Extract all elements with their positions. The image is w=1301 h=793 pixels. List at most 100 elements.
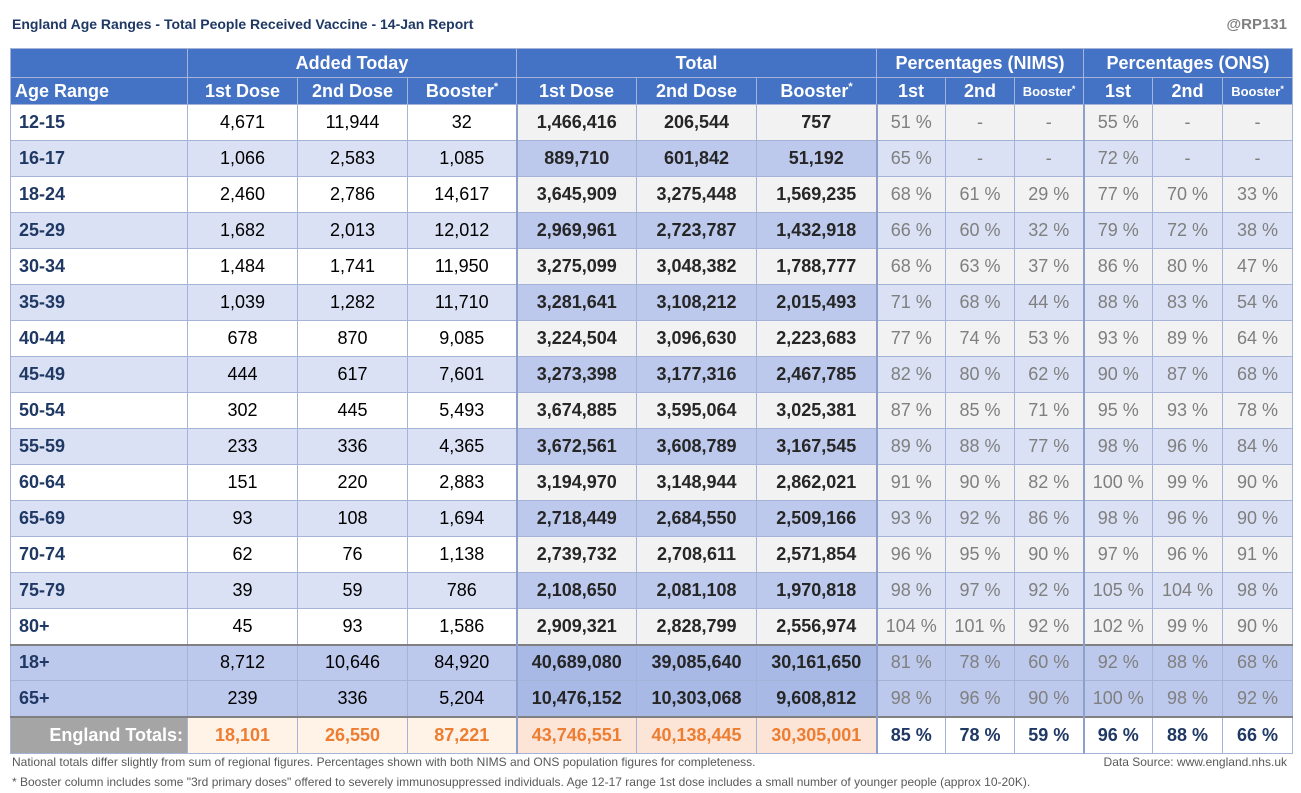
- cell-ons-2nd: 96 %: [1152, 500, 1224, 537]
- cell-ons-2nd: 104 %: [1152, 572, 1224, 609]
- cell-age: 70-74: [10, 536, 188, 573]
- cell-total-booster: 2,223,683: [755, 320, 878, 357]
- england-totals-row: England Totals: 18,101 26,550 87,221 43,…: [10, 715, 1294, 754]
- cell-age: 80+: [10, 608, 188, 645]
- cell-total-booster: 2,467,785: [755, 356, 878, 393]
- cell-age: 25-29: [10, 212, 188, 249]
- header-blank: [10, 48, 188, 78]
- booster-asterisk: *: [848, 80, 853, 93]
- cell-ons-1st: 95 %: [1082, 392, 1154, 429]
- cell-total-1st: 889,710: [515, 140, 637, 177]
- cell-ons-2nd: 70 %: [1152, 176, 1224, 213]
- cell-ons-booster: 84 %: [1222, 428, 1294, 465]
- table-row: 65+ 239 336 5,204 10,476,152 10,303,068 9,608,…: [10, 680, 1294, 717]
- cell-total-booster: 30,161,650: [755, 643, 878, 681]
- cell-nims-2nd: -: [945, 104, 1016, 141]
- cell-nims-1st: 98 %: [875, 572, 947, 609]
- header-nims-2nd: 2nd: [945, 77, 1016, 105]
- header-total-2nd: 2nd Dose: [636, 77, 757, 105]
- header-ons-2nd: 2nd: [1152, 77, 1224, 105]
- cell-total-2nd: 3,096,630: [636, 320, 757, 357]
- cell-ons-booster: 64 %: [1222, 320, 1294, 357]
- cell-added-1st: 2,460: [187, 176, 298, 213]
- cell-age: 65+: [10, 680, 188, 717]
- cell-ons-1st: 77 %: [1082, 176, 1154, 213]
- cell-ons-booster: 98 %: [1222, 572, 1294, 609]
- booster-asterisk: *: [1280, 83, 1284, 94]
- cell-added-booster: 32: [407, 104, 517, 141]
- cell-added-1st: 8,712: [187, 643, 298, 681]
- cell-nims-booster: 29 %: [1014, 176, 1085, 213]
- table-row: 80+ 45 93 1,586 2,909,321 2,828,799 2,556,974 1…: [10, 608, 1294, 645]
- cell-nims-2nd: 60 %: [945, 212, 1016, 249]
- cell-nims-1st: 68 %: [875, 176, 947, 213]
- cell-nims-booster: 44 %: [1014, 284, 1085, 321]
- cell-nims-booster: -: [1014, 140, 1085, 177]
- cell-ons-booster: 54 %: [1222, 284, 1294, 321]
- cell-ons-booster: 92 %: [1222, 680, 1294, 717]
- header-added-1st: 1st Dose: [187, 77, 298, 105]
- cell-total-booster: 2,571,854: [755, 536, 878, 573]
- cell-total-booster: 2,509,166: [755, 500, 878, 537]
- table-row: 75-79 39 59 786 2,108,650 2,081,108 1,970,818 9…: [10, 572, 1294, 609]
- cell-total-1st: 3,273,398: [515, 356, 637, 393]
- cell-added-booster: 4,365: [407, 428, 517, 465]
- cell-nims-2nd: 90 %: [945, 464, 1016, 501]
- totals-total-2nd: 40,138,445: [636, 715, 757, 754]
- cell-added-2nd: 617: [297, 356, 408, 393]
- booster-asterisk: *: [493, 80, 499, 93]
- cell-nims-1st: 93 %: [875, 500, 947, 537]
- cell-total-2nd: 3,275,448: [636, 176, 757, 213]
- cell-added-2nd: 336: [297, 428, 408, 465]
- cell-nims-2nd: -: [945, 140, 1016, 177]
- cell-added-1st: 1,039: [187, 284, 298, 321]
- cell-nims-booster: 53 %: [1014, 320, 1085, 357]
- cell-nims-2nd: 80 %: [945, 356, 1016, 393]
- cell-nims-1st: 81 %: [875, 643, 947, 681]
- author-handle: @RP131: [1226, 15, 1288, 33]
- cell-nims-2nd: 95 %: [945, 536, 1016, 573]
- cell-added-booster: 786: [407, 572, 517, 609]
- header-group-row: Added Today Total Percentages (NIMS) Per…: [10, 48, 1294, 78]
- header-column-row: Age Range 1st Dose 2nd Dose Booster* 1st…: [10, 77, 1294, 105]
- cell-nims-1st: 96 %: [875, 536, 947, 573]
- cell-added-2nd: 445: [297, 392, 408, 429]
- cell-added-2nd: 336: [297, 680, 408, 717]
- cell-added-booster: 5,204: [407, 680, 517, 717]
- cell-added-booster: 9,085: [407, 320, 517, 357]
- cell-total-booster: 3,167,545: [755, 428, 878, 465]
- cell-total-2nd: 3,595,064: [636, 392, 757, 429]
- cell-ons-1st: 97 %: [1082, 536, 1154, 573]
- cell-ons-1st: 86 %: [1082, 248, 1154, 285]
- cell-age: 60-64: [10, 464, 188, 501]
- cell-added-1st: 93: [187, 500, 298, 537]
- cell-added-2nd: 76: [297, 536, 408, 573]
- cell-added-booster: 5,493: [407, 392, 517, 429]
- cell-nims-1st: 77 %: [875, 320, 947, 357]
- cell-ons-2nd: -: [1152, 140, 1224, 177]
- cell-added-2nd: 2,583: [297, 140, 408, 177]
- cell-total-1st: 3,645,909: [515, 176, 637, 213]
- cell-total-1st: 2,718,449: [515, 500, 637, 537]
- cell-ons-2nd: 99 %: [1152, 464, 1224, 501]
- cell-nims-booster: 90 %: [1014, 680, 1085, 717]
- cell-nims-2nd: 63 %: [945, 248, 1016, 285]
- cell-nims-2nd: 74 %: [945, 320, 1016, 357]
- totals-nims-booster: 59 %: [1014, 715, 1085, 754]
- totals-nims-2nd: 78 %: [945, 715, 1016, 754]
- cell-age: 12-15: [10, 104, 188, 141]
- cell-ons-booster: 47 %: [1222, 248, 1294, 285]
- cell-total-1st: 1,466,416: [515, 104, 637, 141]
- cell-age: 40-44: [10, 320, 188, 357]
- cell-total-2nd: 10,303,068: [636, 680, 757, 717]
- cell-nims-booster: 62 %: [1014, 356, 1085, 393]
- table-row: 25-29 1,682 2,013 12,012 2,969,961 2,723,787 1…: [10, 212, 1294, 249]
- vaccine-table: Added Today Total Percentages (NIMS) Per…: [10, 48, 1294, 754]
- cell-age: 18+: [10, 643, 188, 681]
- totals-nims-1st: 85 %: [875, 715, 947, 754]
- cell-ons-booster: 68 %: [1222, 643, 1294, 681]
- booster-label: Booster: [1231, 83, 1281, 99]
- cell-nims-1st: 68 %: [875, 248, 947, 285]
- cell-added-2nd: 59: [297, 572, 408, 609]
- table-row: 16-17 1,066 2,583 1,085 889,710 601,842 51,192…: [10, 140, 1294, 177]
